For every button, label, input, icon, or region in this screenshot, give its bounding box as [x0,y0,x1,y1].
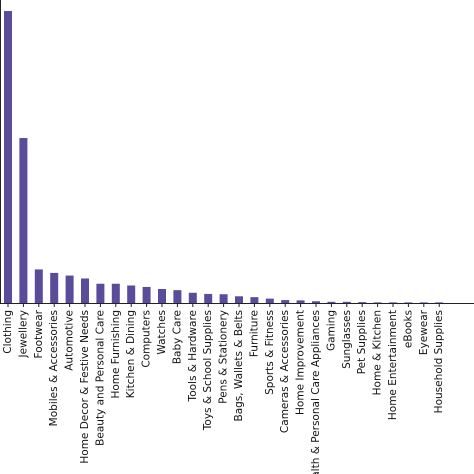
x-tick-label-9: Computers [141,310,153,368]
x-tick-label-16: Furniture [248,310,260,357]
x-tick-label-3: Mobiles & Accessories [48,310,60,426]
x-tick-label-2: Footwear [33,309,45,358]
bar-6 [96,283,105,303]
x-tick-label-10: Watches [156,310,168,355]
x-tick-label-13: Toys & School Supplies [202,310,214,431]
x-tick-label-25: Home Entertainment [387,310,399,420]
bar-5 [81,278,89,303]
bar-7 [111,283,120,303]
x-tick-label-20: Health & Personal Care Appliances [310,310,322,474]
bar-3 [50,272,59,303]
x-tick-label-19: Home Improvement [295,310,307,415]
x-tick-label-6: Beauty and Personal Care [94,310,106,446]
bar-9 [142,286,151,303]
bar-23 [358,302,367,303]
bar-24 [373,302,382,303]
x-tick-label-23: Pet Supplies [356,310,368,374]
bars-group [4,11,444,303]
x-tick-label-0: Clothing [2,310,14,354]
bar-20 [312,301,320,303]
x-tick-label-21: Gaming [325,310,337,351]
x-tick-label-18: Cameras & Accessories [279,310,291,433]
bar-16 [250,297,259,303]
bar-11 [173,290,182,303]
x-tick-labels: Clothing Jewellery Footwear Mobiles & Acces… [2,309,445,474]
x-tick-label-17: Sports & Fitness [264,310,276,395]
bar-27 [419,302,428,303]
x-tick-label-5: Home Decor & Festive Needs [79,310,91,464]
bar-19 [296,300,305,303]
x-tick-label-1: Jewellery [17,310,29,358]
bar-21 [327,301,336,303]
bar-18 [281,300,290,303]
bar-12 [188,292,197,303]
x-tick-label-24: Home & Kitchen [372,310,384,395]
bar-10 [158,288,166,303]
bar-1 [19,138,28,303]
x-tick-label-4: Automotive [64,310,76,371]
x-tick-label-12: Tools & Hardware [187,310,199,402]
x-tick-label-8: Kitchen & Dining [125,310,137,398]
bar-22 [342,301,351,303]
bar-8 [127,285,136,303]
bar-26 [404,302,413,303]
bar-2 [34,269,43,303]
bar-14 [219,294,228,303]
bar-4 [65,275,74,303]
x-tick-label-11: Baby Care [171,310,183,364]
bar-13 [204,293,213,303]
bar-15 [235,296,243,303]
x-tick-label-28: Household Supplies [433,310,445,413]
x-tick-label-7: Home Furnishing [110,310,122,399]
x-tick-label-22: Sunglasses [341,310,353,369]
x-tick-label-15: Bags, Wallets & Belts [233,310,245,422]
x-tick-label-27: Eyewear [418,309,430,355]
bar-0 [4,11,12,303]
x-tick-label-14: Pens & Stationery [218,310,230,404]
bar-17 [265,298,274,303]
x-tick-label-26: eBooks [402,310,414,348]
bar-28 [435,302,444,303]
bar-25 [389,302,397,303]
